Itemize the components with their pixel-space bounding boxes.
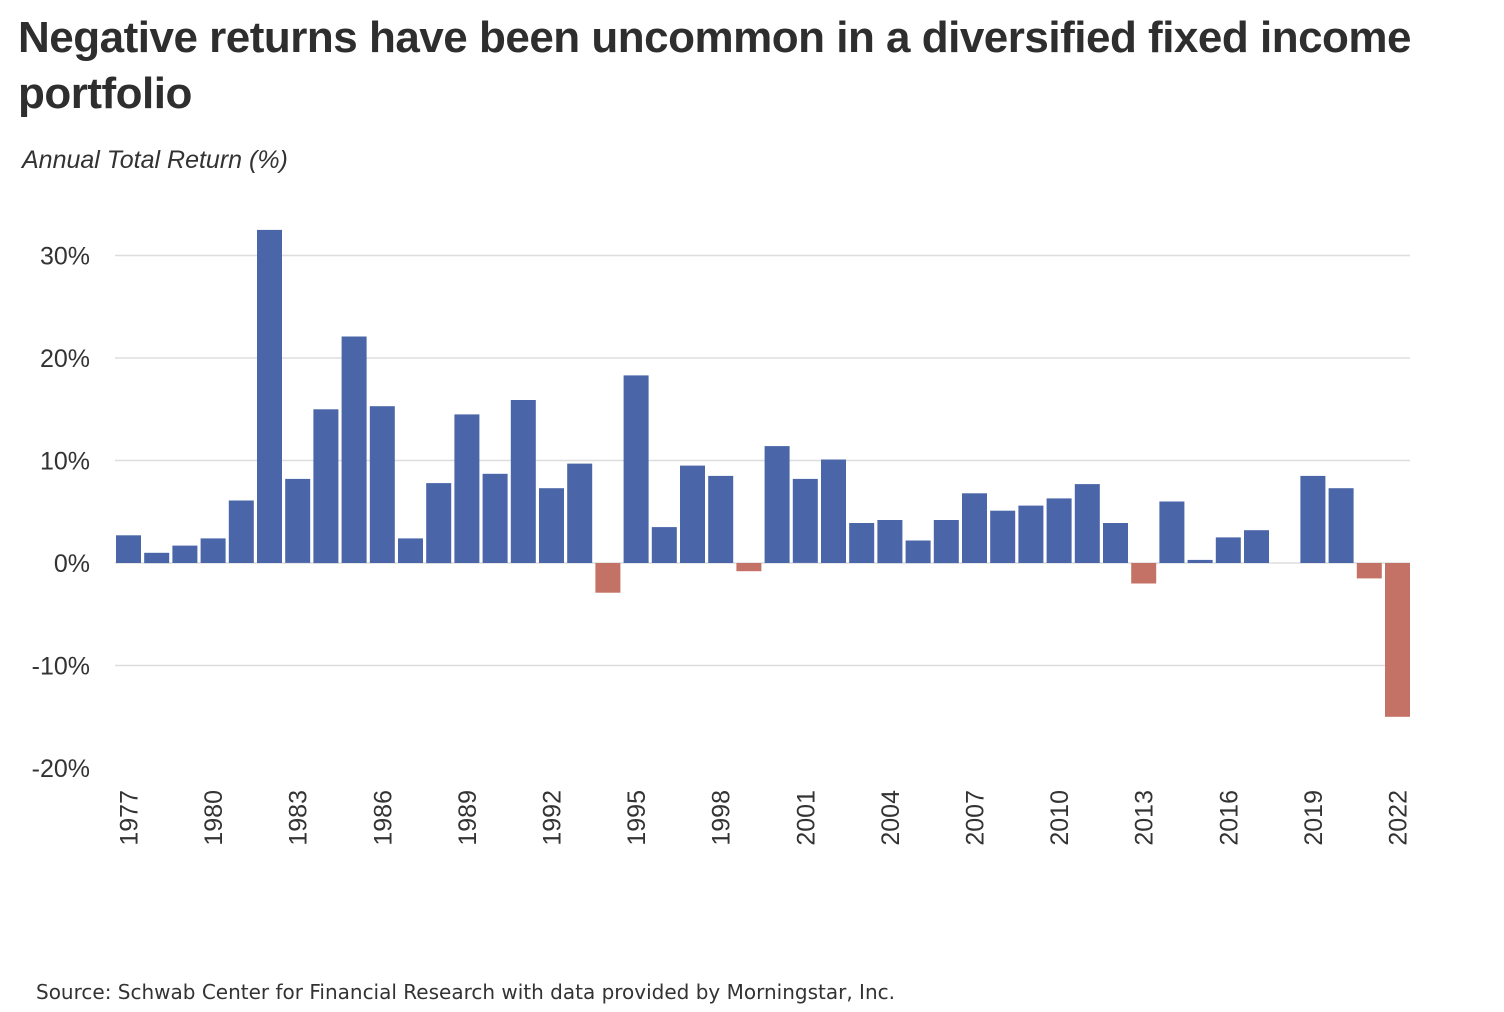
y-axis-ticks: 30% 20% 10% 0% -10% -20% <box>32 243 90 784</box>
bar-2020 <box>1328 488 1354 563</box>
bar-1992 <box>539 488 564 563</box>
y-tick-label: 0% <box>54 550 90 578</box>
y-tick-label: -10% <box>32 653 90 681</box>
bar-2019 <box>1300 475 1326 563</box>
bar-1998 <box>708 475 734 563</box>
x-tick-label: 2022 <box>1385 790 1413 846</box>
bar-1979 <box>172 545 198 563</box>
bar-1984 <box>313 409 339 564</box>
x-tick-label: 1977 <box>116 790 144 846</box>
bar-2015 <box>1187 559 1213 563</box>
bar-2010 <box>1046 498 1072 563</box>
bar-1989 <box>454 414 480 563</box>
x-axis-ticks: 1977 1980 1983 1986 1989 1992 1995 1998 2001 2004… <box>116 790 1413 846</box>
bar-chart: 30% 20% 10% 0% -10% -20% 1977 1980 1983 1986 1989… <box>32 229 1413 846</box>
bar-1994 <box>595 563 621 593</box>
bar-2004 <box>877 520 903 564</box>
x-tick-label: 2004 <box>877 790 905 846</box>
bar-2011 <box>1074 484 1100 563</box>
x-tick-label: 2013 <box>1131 790 1159 846</box>
chart-title: Negative returns have been uncommon in a… <box>18 13 1412 118</box>
bar-2022 <box>1385 563 1410 717</box>
bar-1993 <box>567 463 593 563</box>
bar-1996 <box>651 527 677 563</box>
x-tick-label: 1992 <box>539 790 567 846</box>
bar-1980 <box>200 538 226 563</box>
bar-2005 <box>905 540 931 564</box>
bar-2014 <box>1159 501 1185 563</box>
bar-1982 <box>257 229 282 563</box>
bar-2008 <box>990 510 1016 563</box>
bar-1988 <box>426 483 452 564</box>
y-tick-label: -20% <box>32 755 90 783</box>
bar-1987 <box>398 538 423 563</box>
x-tick-label: 1998 <box>708 790 736 846</box>
bar-2021 <box>1356 563 1382 579</box>
bar-1999 <box>736 563 762 572</box>
bar-1997 <box>680 465 705 563</box>
y-axis-label: Annual Total Return (%) <box>22 146 288 174</box>
bar-1991 <box>510 400 536 563</box>
x-tick-label: 1983 <box>285 790 313 846</box>
bar-2016 <box>1215 537 1241 563</box>
bar-1977 <box>116 535 141 563</box>
x-tick-label: 2010 <box>1046 790 1074 846</box>
x-tick-label: 1986 <box>369 790 397 846</box>
x-tick-label: 2019 <box>1300 790 1328 846</box>
x-tick-label: 1995 <box>623 790 651 846</box>
x-tick-label: 1989 <box>454 790 482 846</box>
bar-2001 <box>792 478 818 563</box>
bar-2017 <box>1244 530 1269 563</box>
gridlines <box>115 254 1410 667</box>
source-note: Source: Schwab Center for Financial Rese… <box>36 980 895 1004</box>
bar-2013 <box>1131 563 1157 584</box>
bar-1978 <box>144 552 170 564</box>
bar-2009 <box>1018 505 1044 563</box>
bar-1985 <box>341 336 367 563</box>
bar-1983 <box>285 478 311 563</box>
bar-1990 <box>482 473 508 563</box>
y-tick-label: 10% <box>40 448 90 476</box>
bar-1995 <box>623 375 649 563</box>
bar-1986 <box>369 406 395 563</box>
x-tick-label: 2016 <box>1215 790 1243 846</box>
y-tick-label: 20% <box>40 345 90 373</box>
x-tick-label: 2001 <box>792 790 820 846</box>
bar-1981 <box>228 500 254 563</box>
x-tick-label: 1980 <box>200 790 228 846</box>
y-tick-label: 30% <box>40 243 90 271</box>
bar-2002 <box>821 459 846 563</box>
bar-2006 <box>933 520 959 564</box>
bar-2003 <box>849 523 875 563</box>
bar-2007 <box>962 493 987 563</box>
x-tick-label: 2007 <box>962 790 990 846</box>
bar-2012 <box>1103 523 1128 563</box>
bars <box>116 229 1410 717</box>
bar-2000 <box>764 446 790 563</box>
